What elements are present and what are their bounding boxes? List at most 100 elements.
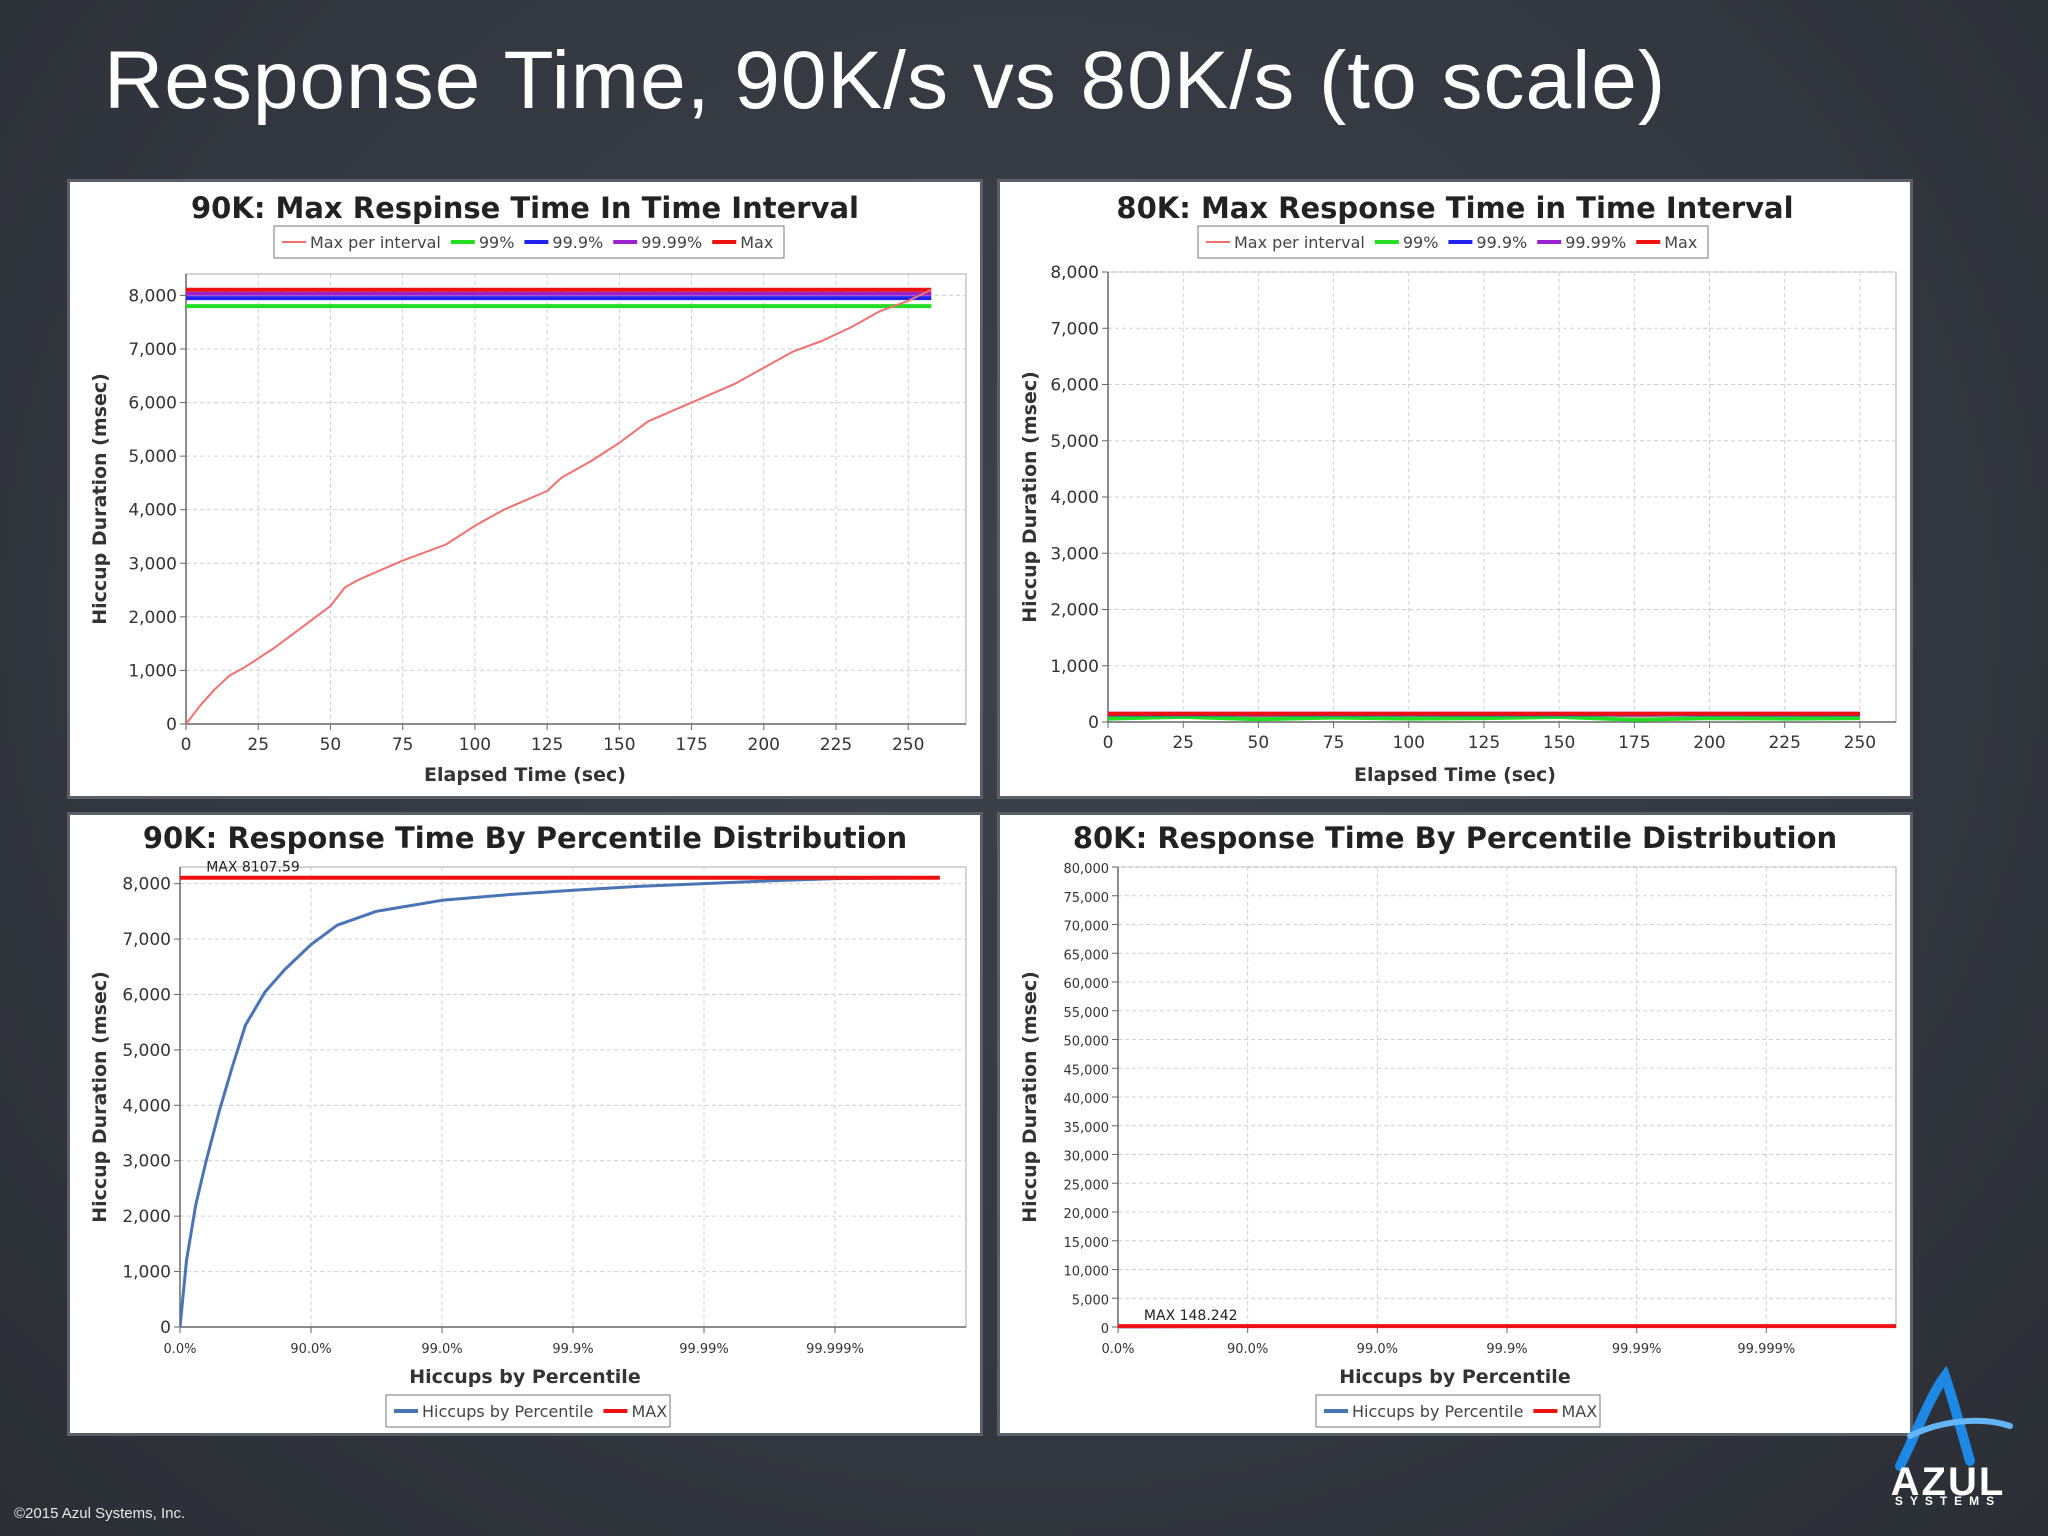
y-tick-label: 75,000	[1064, 891, 1110, 906]
y-tick-label: 70,000	[1064, 920, 1110, 935]
slide-title: Response Time, 90K/s vs 80K/s (to scale)	[104, 35, 1667, 126]
y-tick-label: 4,000	[1050, 488, 1099, 508]
legend-label: Max	[740, 233, 773, 252]
y-tick-label: 2,000	[128, 608, 177, 628]
x-tick-label: 99.0%	[1357, 1342, 1398, 1357]
x-tick-label: 99.99%	[1612, 1342, 1662, 1357]
x-tick-label: 99.0%	[421, 1342, 462, 1357]
y-tick-label: 4,000	[128, 501, 177, 521]
y-tick-label: 1,000	[128, 661, 177, 681]
y-tick-label: 10,000	[1064, 1265, 1110, 1280]
x-axis-label: Hiccups by Percentile	[1339, 1366, 1570, 1388]
x-tick-label: 0	[181, 735, 192, 755]
max-annotation: MAX 148.242	[1144, 1308, 1238, 1324]
y-tick-label: 3,000	[128, 554, 177, 574]
x-tick-label: 25	[1172, 733, 1194, 753]
y-tick-label: 8,000	[1050, 263, 1099, 283]
y-tick-label: 5,000	[1072, 1293, 1109, 1308]
y-axis-label: Hiccup Duration (msec)	[89, 373, 111, 625]
y-tick-label: 7,000	[1050, 319, 1099, 339]
y-tick-label: 7,000	[122, 930, 171, 950]
x-tick-label: 50	[320, 735, 342, 755]
legend-label: 99.99%	[1565, 233, 1626, 252]
chart-80k-percentile: 80K: Response Time By Percentile Distrib…	[1019, 821, 1897, 1428]
series-line-hiccups-by-percentile	[180, 876, 940, 1328]
x-axis-label: Elapsed Time (sec)	[424, 764, 626, 786]
y-tick-label: 4,000	[122, 1096, 171, 1116]
x-tick-label: 100	[1393, 733, 1425, 753]
y-axis-label: Hiccup Duration (msec)	[89, 971, 111, 1223]
chart-title: 90K: Response Time By Percentile Distrib…	[143, 821, 907, 855]
y-tick-label: 2,000	[1050, 601, 1099, 621]
x-tick-label: 125	[1468, 733, 1500, 753]
y-tick-label: 2,000	[122, 1207, 171, 1227]
x-tick-label: 200	[1693, 733, 1725, 753]
chart-panel-80k-percentile: 80K: Response Time By Percentile Distrib…	[997, 812, 1913, 1436]
y-tick-label: 30,000	[1064, 1150, 1110, 1165]
legend-label: 99.9%	[552, 233, 603, 252]
chart-panel-80k-interval: 80K: Max Response Time in Time Interval 0…	[997, 179, 1913, 799]
y-tick-label: 60,000	[1064, 977, 1110, 992]
y-tick-label: 35,000	[1064, 1121, 1110, 1136]
y-tick-label: 0	[166, 715, 177, 735]
y-tick-label: 25,000	[1064, 1178, 1110, 1193]
x-tick-label: 50	[1248, 733, 1270, 753]
y-tick-label: 1,000	[1050, 657, 1099, 677]
y-tick-label: 5,000	[128, 447, 177, 467]
y-tick-label: 65,000	[1064, 948, 1110, 963]
x-tick-label: 99.9%	[1486, 1342, 1527, 1357]
plot-area	[179, 866, 967, 1328]
y-tick-label: 3,000	[122, 1152, 171, 1172]
x-tick-label: 125	[531, 735, 563, 755]
x-tick-label: 99.9%	[552, 1342, 593, 1357]
legend-label: Max per interval	[310, 233, 441, 252]
x-tick-label: 150	[603, 735, 635, 755]
y-tick-label: 15,000	[1064, 1236, 1110, 1251]
x-tick-label: 0.0%	[1101, 1342, 1134, 1357]
y-tick-label: 45,000	[1064, 1063, 1110, 1078]
x-tick-label: 225	[820, 735, 852, 755]
legend-label: 99.99%	[641, 233, 702, 252]
x-tick-label: 150	[1543, 733, 1575, 753]
logo-text: AZUL	[1890, 1460, 2006, 1504]
copyright-text: ©2015 Azul Systems, Inc.	[14, 1505, 186, 1522]
legend-label: Hiccups by Percentile	[422, 1402, 593, 1421]
legend-label: Max per interval	[1234, 233, 1365, 252]
x-tick-label: 200	[748, 735, 780, 755]
legend-label: Hiccups by Percentile	[1352, 1402, 1523, 1421]
y-tick-label: 6,000	[128, 394, 177, 414]
y-tick-label: 7,000	[128, 340, 177, 360]
x-tick-label: 90.0%	[290, 1342, 331, 1357]
x-tick-label: 0	[1103, 733, 1114, 753]
y-tick-label: 5,000	[1050, 432, 1099, 452]
x-tick-label: 99.99%	[679, 1342, 729, 1357]
x-tick-label: 175	[1618, 733, 1650, 753]
chart-title: 80K: Response Time By Percentile Distrib…	[1073, 821, 1837, 855]
y-axis-label: Hiccup Duration (msec)	[1019, 971, 1041, 1223]
chart-80k-interval: 80K: Max Response Time in Time Interval 0…	[1019, 191, 1897, 786]
series-group	[186, 287, 932, 725]
y-tick-label: 80,000	[1064, 862, 1110, 877]
series-group	[180, 875, 940, 1328]
x-tick-label: 100	[459, 735, 491, 755]
y-tick-label: 5,000	[122, 1041, 171, 1061]
y-tick-label: 0	[160, 1318, 171, 1338]
legend-label: 99%	[479, 233, 515, 252]
legend-label: MAX	[1561, 1402, 1597, 1421]
y-axis-label: Hiccup Duration (msec)	[1019, 371, 1041, 623]
series-group	[1108, 711, 1860, 722]
chart-panel-90k-interval: 90K: Max Respinse Time In Time Interval 0…	[67, 179, 983, 799]
azul-logo-icon	[1895, 1366, 2013, 1471]
series-line-max-per-interval	[186, 288, 932, 725]
chart-panel-90k-percentile: 90K: Response Time By Percentile Distrib…	[67, 812, 983, 1436]
y-tick-label: 0	[1088, 713, 1099, 733]
x-axis-label: Elapsed Time (sec)	[1354, 764, 1556, 786]
series-line-99-	[1108, 714, 1860, 722]
series-group	[1118, 1324, 1896, 1329]
y-tick-label: 6,000	[122, 985, 171, 1005]
chart-90k-interval: 90K: Max Respinse Time In Time Interval 0…	[89, 191, 967, 786]
x-tick-label: 250	[892, 735, 924, 755]
x-tick-label: 25	[247, 735, 269, 755]
x-tick-label: 75	[1323, 733, 1345, 753]
x-axis-label: Hiccups by Percentile	[409, 1366, 640, 1388]
